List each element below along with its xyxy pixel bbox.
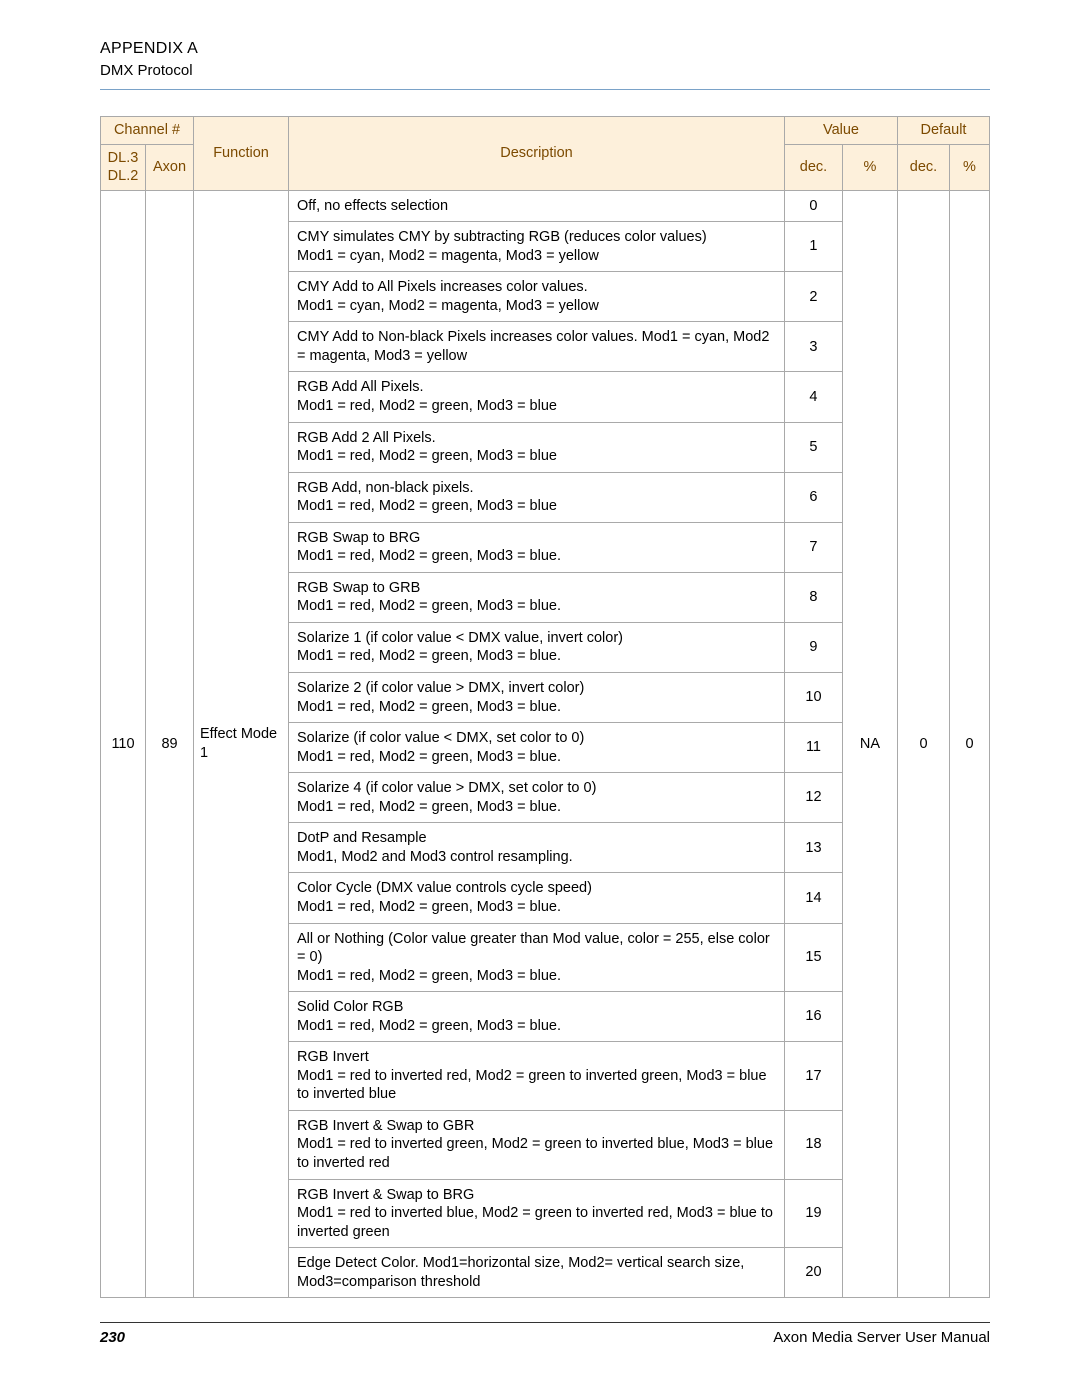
th-channel: Channel # — [101, 117, 194, 145]
cell-value-dec: 5 — [784, 422, 842, 472]
cell-axon: 89 — [146, 190, 194, 1298]
cell-value-dec: 13 — [784, 823, 842, 873]
cell-description: Edge Detect Color. Mod1=horizontal size,… — [289, 1248, 785, 1298]
cell-description: DotP and ResampleMod1, Mod2 and Mod3 con… — [289, 823, 785, 873]
cell-description: RGB Invert & Swap to GBRMod1 = red to in… — [289, 1110, 785, 1179]
cell-description: RGB Add 2 All Pixels.Mod1 = red, Mod2 = … — [289, 422, 785, 472]
cell-value-dec: 16 — [784, 992, 842, 1042]
th-value-pct: % — [842, 144, 897, 190]
header-title: APPENDIX A — [100, 40, 990, 58]
page-number: 230 — [100, 1329, 125, 1346]
page: APPENDIX A DMX Protocol Channel # Functi… — [0, 0, 1080, 1388]
cell-value-dec: 6 — [784, 472, 842, 522]
cell-description: Solarize (if color value < DMX, set colo… — [289, 723, 785, 773]
cell-value-dec: 0 — [784, 190, 842, 222]
cell-description: Solarize 1 (if color value < DMX value, … — [289, 622, 785, 672]
th-description: Description — [289, 117, 785, 191]
th-default-dec: dec. — [897, 144, 949, 190]
cell-description: CMY simulates CMY by subtracting RGB (re… — [289, 222, 785, 272]
cell-value-dec: 8 — [784, 572, 842, 622]
th-function: Function — [194, 117, 289, 191]
cell-default-pct: 0 — [949, 190, 989, 1298]
cell-description: Solid Color RGBMod1 = red, Mod2 = green,… — [289, 992, 785, 1042]
th-value: Value — [784, 117, 897, 145]
appendix-header: APPENDIX A DMX Protocol — [100, 40, 990, 90]
cell-description: RGB Add All Pixels.Mod1 = red, Mod2 = gr… — [289, 372, 785, 422]
page-footer: 230 Axon Media Server User Manual — [100, 1322, 990, 1346]
cell-value-dec: 2 — [784, 272, 842, 322]
table-body: 11089Effect Mode 1Off, no effects select… — [101, 190, 990, 1298]
cell-description: RGB Add, non-black pixels.Mod1 = red, Mo… — [289, 472, 785, 522]
header-subtitle: DMX Protocol — [100, 62, 990, 79]
cell-value-dec: 10 — [784, 673, 842, 723]
cell-value-dec: 9 — [784, 622, 842, 672]
th-default-pct: % — [949, 144, 989, 190]
cell-description: Color Cycle (DMX value controls cycle sp… — [289, 873, 785, 923]
cell-value-dec: 14 — [784, 873, 842, 923]
th-value-dec: dec. — [784, 144, 842, 190]
th-default: Default — [897, 117, 989, 145]
cell-description: RGB Invert & Swap to BRGMod1 = red to in… — [289, 1179, 785, 1248]
cell-default-dec: 0 — [897, 190, 949, 1298]
cell-description: Solarize 4 (if color value > DMX, set co… — [289, 773, 785, 823]
cell-description: CMY Add to Non-black Pixels increases co… — [289, 322, 785, 372]
cell-value-pct: NA — [842, 190, 897, 1298]
cell-function: Effect Mode 1 — [194, 190, 289, 1298]
cell-description: RGB Swap to GRBMod1 = red, Mod2 = green,… — [289, 572, 785, 622]
th-axon: Axon — [146, 144, 194, 190]
cell-value-dec: 7 — [784, 522, 842, 572]
cell-value-dec: 19 — [784, 1179, 842, 1248]
th-dl: DL.3 DL.2 — [101, 144, 146, 190]
cell-value-dec: 12 — [784, 773, 842, 823]
cell-value-dec: 17 — [784, 1042, 842, 1111]
cell-description: CMY Add to All Pixels increases color va… — [289, 272, 785, 322]
cell-description: RGB InvertMod1 = red to inverted red, Mo… — [289, 1042, 785, 1111]
cell-value-dec: 11 — [784, 723, 842, 773]
table-row: 11089Effect Mode 1Off, no effects select… — [101, 190, 990, 222]
manual-title: Axon Media Server User Manual — [773, 1329, 990, 1346]
cell-description: Off, no effects selection — [289, 190, 785, 222]
cell-description: RGB Swap to BRGMod1 = red, Mod2 = green,… — [289, 522, 785, 572]
cell-value-dec: 4 — [784, 372, 842, 422]
cell-dl: 110 — [101, 190, 146, 1298]
cell-description: All or Nothing (Color value greater than… — [289, 923, 785, 992]
cell-value-dec: 3 — [784, 322, 842, 372]
dmx-table: Channel # Function Description Value Def… — [100, 116, 990, 1298]
cell-value-dec: 1 — [784, 222, 842, 272]
cell-description: Solarize 2 (if color value > DMX, invert… — [289, 673, 785, 723]
cell-value-dec: 15 — [784, 923, 842, 992]
cell-value-dec: 20 — [784, 1248, 842, 1298]
cell-value-dec: 18 — [784, 1110, 842, 1179]
